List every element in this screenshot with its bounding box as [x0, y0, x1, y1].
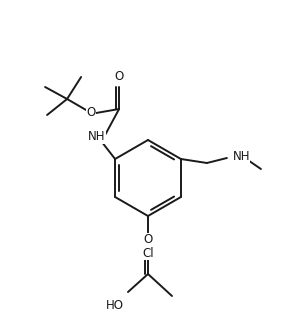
- Text: Cl: Cl: [142, 247, 154, 260]
- Text: HO: HO: [106, 299, 124, 312]
- Text: NH: NH: [233, 151, 251, 164]
- Text: O: O: [143, 233, 153, 246]
- Text: O: O: [115, 70, 124, 83]
- Text: NH: NH: [88, 131, 106, 144]
- Text: O: O: [86, 107, 96, 120]
